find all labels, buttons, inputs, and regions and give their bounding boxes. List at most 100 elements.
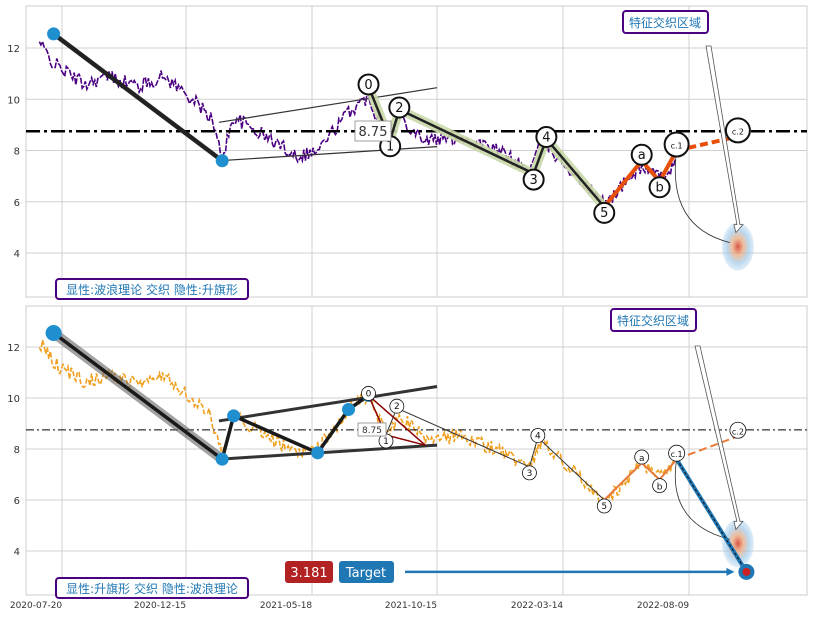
feature-zone-label: 特征交织区域 <box>617 313 689 328</box>
target-button <box>339 561 394 583</box>
corrective-label: b <box>655 180 663 195</box>
wave-label-circle <box>535 125 558 148</box>
big-descent-line <box>52 32 224 163</box>
corrective-label: c.1 <box>671 450 683 459</box>
corrective-label: c.2 <box>732 427 744 436</box>
corrective-label: c.2 <box>732 127 744 136</box>
wave-label: 2 <box>395 101 403 116</box>
flag-line <box>218 385 438 423</box>
pivot-point <box>47 27 61 41</box>
target-zone <box>721 222 754 271</box>
wave-label-circle <box>388 96 411 119</box>
target-value-text: 3.181 <box>290 566 327 581</box>
wave-label-circle <box>522 465 537 481</box>
x-tick-label: 2021-10-15 <box>385 601 437 611</box>
corrective-path <box>602 149 679 209</box>
y-tick-label: 10 <box>7 95 20 106</box>
x-tick-label: 2020-07-20 <box>10 601 63 611</box>
hline-label: 8.75 <box>359 125 388 140</box>
y-tick-label: 6 <box>14 496 20 507</box>
pattern-label: 显性:升旗形 交织 隐性:波浪理论 <box>66 581 238 596</box>
curve-arrow <box>675 459 731 540</box>
corrective-label-circle <box>634 449 650 465</box>
wave-label: 4 <box>535 432 541 442</box>
target-point-core <box>742 567 751 576</box>
flag-pivot-point <box>342 402 355 416</box>
target-button-text: Target <box>345 566 386 581</box>
wave-label: 0 <box>364 78 372 93</box>
flag-pivot-point <box>215 452 229 466</box>
zone-arrow <box>705 45 744 234</box>
flag-triangle <box>367 394 426 446</box>
hline-label-box <box>354 120 392 142</box>
corrective-label-circle <box>648 176 671 199</box>
pivot-point <box>215 154 229 168</box>
wave-label: 4 <box>542 130 550 145</box>
wave-label-circle <box>522 168 545 191</box>
wave-label: 3 <box>527 469 533 479</box>
flag-pivot-point <box>311 446 325 460</box>
y-tick-label: 12 <box>7 343 20 354</box>
flag-line <box>218 443 438 461</box>
corrective-label-circle <box>630 143 653 166</box>
corrective-projection <box>676 435 739 461</box>
pattern-box <box>55 577 249 599</box>
price-series <box>38 339 676 507</box>
feature-zone-box <box>622 10 709 34</box>
x-tick-label: 2020-12-15 <box>134 601 186 611</box>
wave-label-circle <box>361 386 376 401</box>
flag-pivot-point <box>45 324 62 341</box>
flag-pivot-point <box>227 409 241 423</box>
wave-label: 3 <box>529 173 537 188</box>
y-tick-label: 12 <box>7 44 20 55</box>
corrective-projection <box>676 134 739 153</box>
x-tick-label: 2022-03-14 <box>511 601 564 611</box>
corrective-path <box>603 458 678 501</box>
y-tick-label: 8 <box>14 147 20 158</box>
wave-label: 1 <box>383 437 389 447</box>
wave-label: 1 <box>386 140 394 155</box>
flag-line <box>218 87 438 123</box>
wave-label: 2 <box>394 402 400 412</box>
hline-label-box <box>357 422 387 437</box>
x-tick-label: 2021-05-18 <box>260 601 313 611</box>
wave-label: 5 <box>601 502 607 512</box>
wave-label-circle <box>596 498 612 514</box>
x-tick-label: 2022-08-09 <box>637 601 690 611</box>
curve-arrow <box>674 150 731 243</box>
y-tick-label: 4 <box>14 547 20 558</box>
wave-label-circle <box>357 73 380 96</box>
target-value-badge <box>285 561 333 583</box>
zone-arrow <box>694 345 744 531</box>
y-tick-label: 8 <box>14 445 20 456</box>
corrective-label-circle <box>724 117 751 144</box>
feature-zone-label: 特征交织区域 <box>629 15 701 30</box>
plot-area <box>25 305 808 596</box>
corrective-label-circle <box>663 131 690 158</box>
pattern-box <box>55 278 249 300</box>
corrective-label: a <box>639 454 645 464</box>
y-tick-label: 10 <box>7 394 20 405</box>
corrective-label-circle <box>668 444 686 462</box>
wave-label-circle <box>530 428 546 443</box>
target-line-dash <box>676 458 747 573</box>
target-zone <box>721 519 754 568</box>
wave-label-circle <box>593 201 616 224</box>
wave-label: 5 <box>600 206 608 221</box>
y-tick-label: 4 <box>14 249 20 260</box>
pattern-label: 显性:波浪理论 交织 隐性:升旗形 <box>66 282 238 297</box>
corrective-label-circle <box>729 421 747 439</box>
corrective-label: a <box>638 148 646 163</box>
y-tick-label: 6 <box>14 198 20 209</box>
corrective-label: c.1 <box>671 142 683 151</box>
wave-label: 0 <box>366 389 372 399</box>
target-arrowhead <box>726 567 735 576</box>
corrective-label: b <box>657 483 663 493</box>
corrective-label-circle <box>652 478 667 494</box>
wave-label-circle <box>389 398 405 414</box>
feature-zone-box <box>610 308 697 332</box>
hline-label: 8.75 <box>362 426 382 436</box>
